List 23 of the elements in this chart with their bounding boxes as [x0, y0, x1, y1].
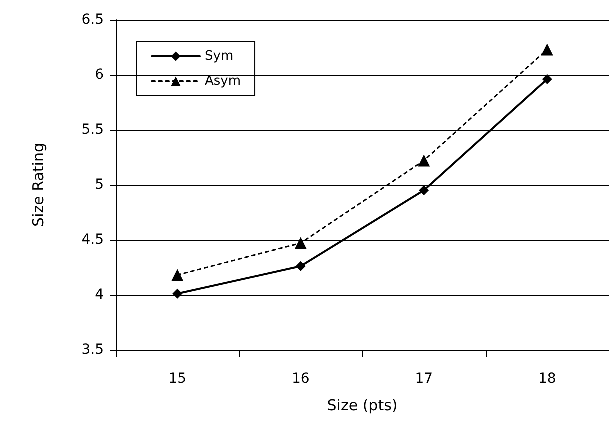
- point: [296, 261, 306, 272]
- point: [541, 44, 554, 56]
- y-tick-label: 4.5: [82, 232, 104, 248]
- y-tick-label: 5.5: [82, 122, 104, 138]
- point: [418, 154, 430, 167]
- point: [542, 74, 552, 84]
- y-tick-label: 3.5: [82, 342, 104, 358]
- legend-label: Sym: [205, 49, 234, 64]
- point: [419, 186, 430, 196]
- x-tick-label: 15: [168, 371, 187, 387]
- x-axis-title: Size (pts): [327, 396, 398, 414]
- x-tick-label: 17: [415, 371, 434, 387]
- x-tick-label: 16: [292, 371, 310, 387]
- point: [172, 269, 184, 282]
- y-tick-label: 6: [95, 67, 104, 83]
- point: [172, 288, 183, 299]
- x-tick-label: 18: [538, 371, 556, 387]
- legend-label: Asym: [205, 74, 242, 89]
- y-tick-label: 6.5: [82, 12, 104, 28]
- point: [294, 237, 307, 250]
- y-tick-label: 5: [95, 177, 104, 193]
- y-axis-title: Size Rating: [30, 143, 48, 227]
- y-tick-label: 4: [95, 287, 104, 303]
